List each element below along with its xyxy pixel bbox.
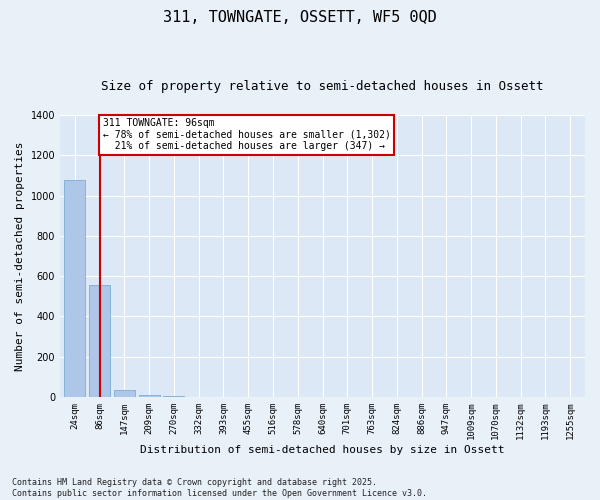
Text: 311, TOWNGATE, OSSETT, WF5 0QD: 311, TOWNGATE, OSSETT, WF5 0QD — [163, 10, 437, 25]
X-axis label: Distribution of semi-detached houses by size in Ossett: Distribution of semi-detached houses by … — [140, 445, 505, 455]
Bar — [89, 285, 110, 397]
Bar — [163, 396, 184, 397]
Text: Contains HM Land Registry data © Crown copyright and database right 2025.
Contai: Contains HM Land Registry data © Crown c… — [12, 478, 427, 498]
Bar — [114, 390, 135, 397]
Bar — [139, 395, 160, 397]
Text: 311 TOWNGATE: 96sqm
← 78% of semi-detached houses are smaller (1,302)
  21% of s: 311 TOWNGATE: 96sqm ← 78% of semi-detach… — [103, 118, 391, 151]
Bar — [64, 180, 85, 397]
Title: Size of property relative to semi-detached houses in Ossett: Size of property relative to semi-detach… — [101, 80, 544, 93]
Y-axis label: Number of semi-detached properties: Number of semi-detached properties — [15, 141, 25, 370]
